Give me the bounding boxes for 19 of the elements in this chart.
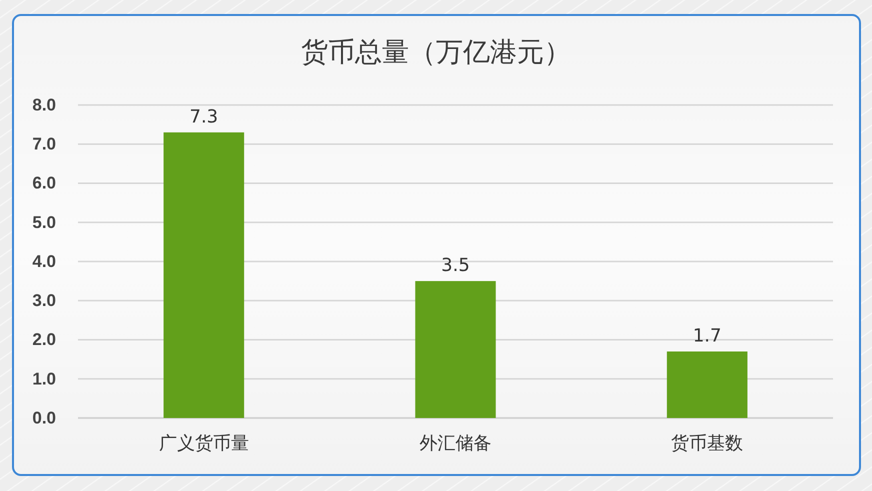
- x-tick-label: 外汇储备: [420, 432, 492, 453]
- y-tick-label: 0.0: [32, 408, 56, 428]
- x-tick-label: 货币基数: [671, 432, 744, 453]
- bar: [666, 351, 748, 418]
- y-tick-label: 1.0: [32, 369, 56, 388]
- y-tick-label: 5.0: [32, 212, 56, 232]
- bar: [415, 281, 496, 418]
- y-tick-label: 2.0: [32, 330, 56, 350]
- x-tick-label: 广义货币量: [158, 432, 249, 453]
- y-tick-label: 4.0: [32, 252, 56, 271]
- bar: [164, 132, 244, 418]
- y-tick-label: 3.0: [32, 291, 56, 310]
- y-tick-label: 6.0: [32, 174, 56, 193]
- data-label: 3.5: [441, 255, 470, 276]
- data-label: 7.3: [190, 106, 218, 128]
- y-tick-label: 8.0: [32, 95, 56, 114]
- y-tick-label: 7.0: [32, 134, 56, 154]
- chart-title: 货币总量（万亿港元）: [301, 37, 571, 68]
- data-label: 1.7: [692, 325, 722, 346]
